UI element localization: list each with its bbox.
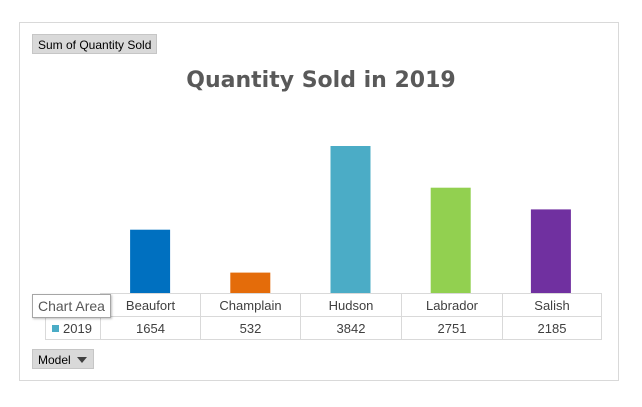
- axis-field-label: Model: [38, 353, 71, 367]
- bar-salish[interactable]: [530, 209, 571, 293]
- bar-hudson[interactable]: [330, 146, 371, 293]
- data-label-salish: 2185: [502, 316, 602, 340]
- data-table[interactable]: Beaufort Champlain Hudson Labrador Salish 20…: [45, 293, 602, 340]
- value-field-button[interactable]: Sum of Quantity Sold: [32, 34, 158, 54]
- value-field-label: Sum of Quantity Sold: [38, 38, 152, 52]
- bar-champlain[interactable]: [230, 272, 271, 293]
- legend-series-label: 2019: [63, 320, 92, 336]
- dropdown-arrow-icon: [76, 357, 87, 363]
- bar-beaufort[interactable]: [130, 229, 171, 293]
- category-label-salish: Salish: [502, 293, 602, 317]
- bar-labrador[interactable]: [430, 187, 471, 293]
- data-table-header-row: Beaufort Champlain Hudson Labrador Salish: [45, 293, 602, 317]
- legend-key-cell: 2019: [45, 316, 101, 340]
- category-label-beaufort: Beaufort: [100, 293, 201, 317]
- data-label-beaufort: 1654: [100, 316, 201, 340]
- category-label-champlain: Champlain: [200, 293, 301, 317]
- category-label-labrador: Labrador: [401, 293, 503, 317]
- data-table-series-row: 2019 1654 532 3842 2751 2185: [45, 316, 602, 340]
- category-label-hudson: Hudson: [300, 293, 402, 317]
- data-label-champlain: 532: [200, 316, 301, 340]
- data-label-hudson: 3842: [300, 316, 402, 340]
- chart-area-tooltip: Chart Area: [32, 294, 111, 318]
- axis-field-button[interactable]: Model: [32, 349, 94, 369]
- legend-key-swatch: [52, 324, 59, 332]
- chart-title[interactable]: Quantity Sold in 2019: [186, 68, 456, 93]
- data-label-labrador: 2751: [401, 316, 503, 340]
